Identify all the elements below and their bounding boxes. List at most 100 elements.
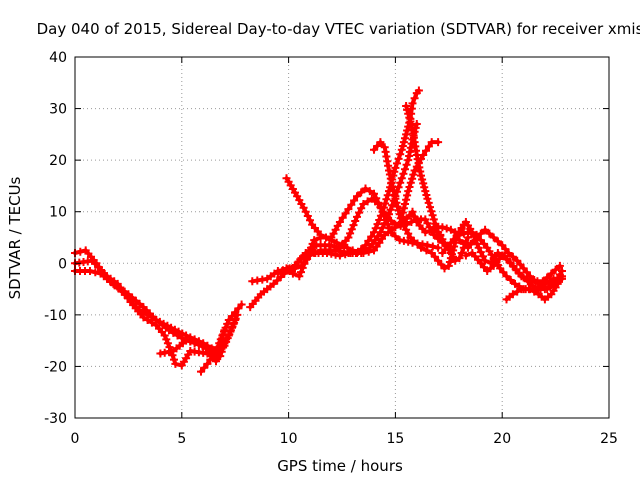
data-point xyxy=(170,355,178,364)
data-point xyxy=(325,241,334,250)
data-point xyxy=(218,331,227,340)
data-point xyxy=(338,241,346,250)
data-point xyxy=(300,259,309,268)
x-tick-label: 15 xyxy=(386,431,404,447)
data-point xyxy=(353,192,361,201)
data-point xyxy=(401,134,409,143)
data-point xyxy=(363,197,372,206)
plot-frame xyxy=(74,56,610,419)
data-point xyxy=(376,138,385,147)
y-axis-label: SDTVAR / TECUs xyxy=(6,176,24,299)
data-point xyxy=(551,265,560,274)
data-point xyxy=(382,212,391,221)
data-point xyxy=(502,255,511,264)
data-point xyxy=(349,221,358,230)
data-point xyxy=(455,236,464,245)
data-point xyxy=(417,243,425,252)
data-point xyxy=(506,276,515,284)
data-point xyxy=(377,204,386,213)
data-point xyxy=(438,223,447,232)
data-point xyxy=(472,233,481,242)
y-tick-label: 20 xyxy=(49,153,67,169)
data-point xyxy=(386,205,395,214)
data-point xyxy=(348,246,357,255)
data-point xyxy=(327,236,336,245)
data-point xyxy=(409,170,418,179)
data-point xyxy=(357,204,366,213)
data-point xyxy=(408,99,417,108)
data-point xyxy=(444,261,453,270)
data-point xyxy=(171,359,180,368)
data-point xyxy=(442,224,451,233)
x-tick-label: 25 xyxy=(600,431,618,447)
data-point xyxy=(408,174,417,183)
data-point xyxy=(139,313,148,322)
data-point xyxy=(403,126,412,135)
data-point xyxy=(347,200,356,209)
series-arc-3 xyxy=(71,267,240,355)
data-point xyxy=(423,194,432,203)
data-point xyxy=(403,191,412,200)
data-point xyxy=(375,216,384,224)
data-point xyxy=(410,94,419,103)
data-point xyxy=(408,207,417,216)
x-axis-label: GPS time / hours xyxy=(277,457,403,475)
data-point xyxy=(513,287,522,296)
data-point xyxy=(394,154,403,163)
data-point xyxy=(396,150,405,159)
series-arc-15 xyxy=(438,218,564,286)
data-point xyxy=(220,327,228,336)
data-point xyxy=(530,276,539,284)
data-point xyxy=(547,269,556,278)
data-point xyxy=(543,285,552,294)
data-point xyxy=(421,187,430,196)
data-point xyxy=(427,207,436,216)
data-point xyxy=(206,355,215,364)
data-point xyxy=(341,250,350,259)
data-point xyxy=(489,233,498,242)
data-point xyxy=(221,323,230,332)
series-arc-17 xyxy=(455,225,566,294)
data-point xyxy=(344,233,353,242)
data-point xyxy=(523,277,532,286)
data-point xyxy=(373,220,382,229)
data-point xyxy=(355,208,364,217)
data-point xyxy=(396,178,405,187)
data-point xyxy=(508,290,517,299)
data-point xyxy=(295,272,304,281)
data-point xyxy=(381,199,390,208)
data-point xyxy=(212,347,220,355)
data-point xyxy=(397,212,406,221)
data-point xyxy=(376,228,385,237)
data-point xyxy=(343,243,352,252)
grid xyxy=(75,57,609,418)
data-point xyxy=(346,229,355,238)
data-point xyxy=(547,281,556,290)
data-point xyxy=(380,208,388,217)
data-point xyxy=(370,189,378,198)
data-point xyxy=(399,204,408,213)
x-tick-label: 0 xyxy=(71,431,80,447)
data-point xyxy=(399,138,408,147)
data-point xyxy=(519,273,528,282)
data-point xyxy=(357,188,366,197)
data-point xyxy=(298,263,307,272)
data-point xyxy=(364,247,373,256)
data-point xyxy=(426,203,434,212)
data-point xyxy=(526,285,534,294)
data-point xyxy=(414,86,423,95)
data-point xyxy=(147,318,156,327)
series-group xyxy=(71,86,566,376)
data-point xyxy=(335,251,344,260)
data-point xyxy=(322,233,330,242)
data-point xyxy=(429,215,438,224)
data-point xyxy=(301,207,310,216)
data-point xyxy=(555,261,564,270)
data-point xyxy=(485,229,494,238)
data-point xyxy=(407,218,416,226)
data-point xyxy=(365,187,374,196)
data-point xyxy=(461,251,470,260)
data-point xyxy=(558,267,566,275)
data-point xyxy=(280,267,289,275)
data-point xyxy=(504,249,513,257)
